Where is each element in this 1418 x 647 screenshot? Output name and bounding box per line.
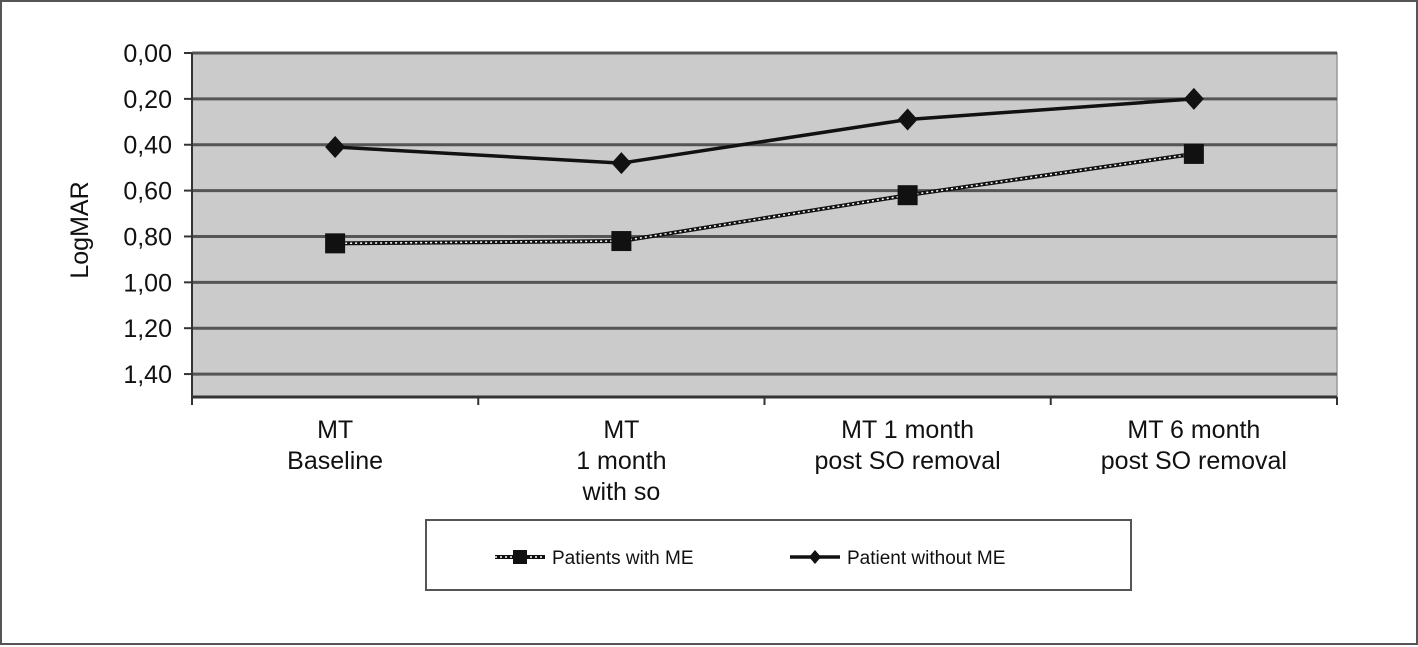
legend: Patients with ME Patient without ME	[425, 519, 1132, 591]
legend-entry: Patients with ME	[495, 548, 694, 569]
y-tick-label: 1,40	[123, 361, 172, 389]
y-tick-label: 1,00	[123, 269, 172, 297]
axes	[184, 52, 1338, 405]
data-point	[897, 108, 918, 131]
data-point	[611, 152, 632, 175]
legend-label: Patient without ME	[847, 548, 1005, 569]
y-tick-label: 1,20	[123, 315, 172, 343]
data-point	[897, 185, 918, 206]
y-tick-label: 0,20	[123, 86, 172, 114]
y-tick-label: 0,60	[123, 178, 172, 206]
legend-label: Patients with ME	[552, 548, 694, 569]
y-tick-label: 0,40	[123, 132, 172, 160]
data-point	[1183, 87, 1204, 110]
y-tick-labels: 0,00 0,20 0,40 0,60 0,80 1,00 1,20 1,40	[123, 40, 172, 389]
x-category-label: MT 1 month with so	[576, 416, 666, 506]
series-line	[335, 97, 1195, 165]
gridlines	[192, 51, 1337, 376]
series-with-me	[325, 143, 1204, 254]
y-tick-label: 0,80	[123, 223, 172, 251]
x-category-labels: MT Baseline MT 1 month with so MT 1 month post…	[287, 416, 1287, 506]
series-line-dots	[335, 153, 1194, 245]
y-tick-label: 0,00	[123, 40, 172, 68]
data-point	[325, 233, 346, 254]
x-category-label: MT 6 month post SO removal	[1101, 416, 1287, 475]
series-without-me	[325, 87, 1204, 175]
legend-marker-diamond	[809, 550, 821, 564]
plot-area	[191, 52, 1338, 398]
data-point	[325, 136, 346, 159]
x-category-label: MT Baseline	[287, 416, 383, 475]
x-category-label: MT 1 month post SO removal	[815, 416, 1001, 475]
data-point	[611, 231, 632, 252]
y-axis-title: LogMAR	[66, 181, 94, 278]
legend-entry: Patient without ME	[790, 548, 1005, 569]
legend-marker-square	[513, 550, 527, 564]
series-group	[325, 87, 1204, 254]
data-point	[1183, 143, 1204, 164]
